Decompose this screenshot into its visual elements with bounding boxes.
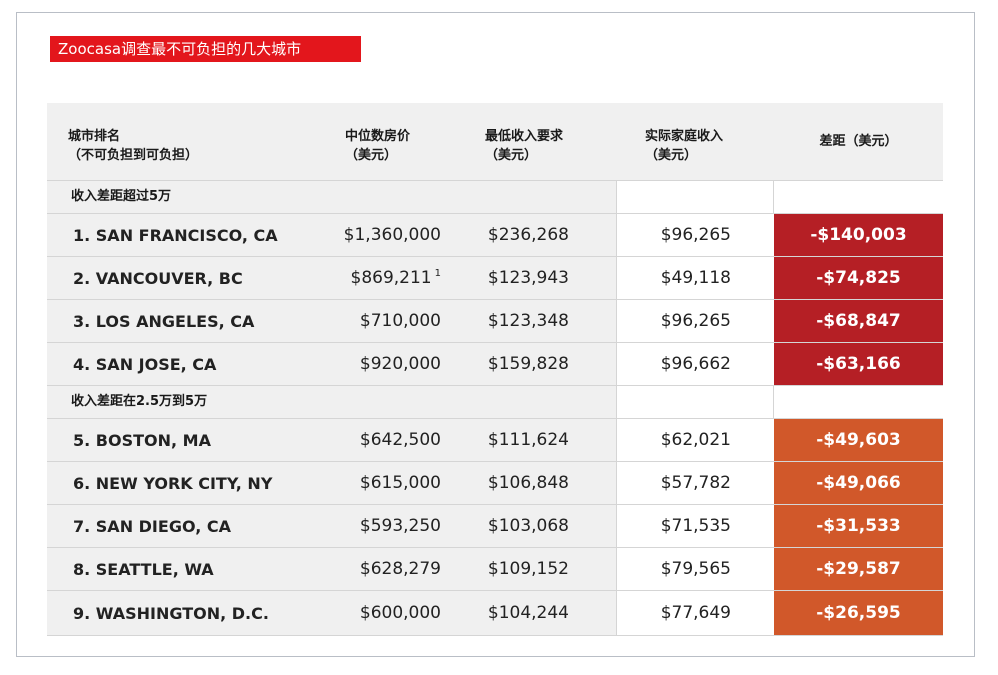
min-income: $159,828 <box>487 354 569 374</box>
row-mid-bg <box>616 462 774 504</box>
section-gap-blank <box>774 181 943 213</box>
median-price: $600,000 <box>360 591 441 635</box>
affordability-table: 城市排名 （不可负担到可负担） 中位数房价 （美元） 最低收入要求 （美元） 实… <box>47 103 943 636</box>
city-name: 8. SEATTLE, WA <box>73 559 214 579</box>
median-price: $869,211 1 <box>351 257 442 299</box>
median-price: $710,000 <box>360 300 441 342</box>
header-city: 城市排名 （不可负担到可负担） <box>68 129 199 163</box>
min-income: $123,943 <box>487 268 569 288</box>
table-row: 8. SEATTLE, WA $628,279 $109,152 $79,565 -$2… <box>47 548 943 591</box>
median-price: $615,000 <box>360 462 441 504</box>
row-mid-bg <box>616 257 774 299</box>
row-mid-bg <box>616 505 774 547</box>
actual-income: $49,118 <box>660 268 731 288</box>
median-price: $593,250 <box>360 505 441 547</box>
city-name: 6. NEW YORK CITY, NY <box>73 473 273 493</box>
table-row: 9. WASHINGTON, D.C. $600,000 $104,244 $77,6… <box>47 591 943 636</box>
gap-value: -$49,066 <box>774 462 943 504</box>
city-name: 9. WASHINGTON, D.C. <box>73 603 269 623</box>
title-banner: Zoocasa调查最不可负担的几大城市 <box>50 36 361 62</box>
city-name: 4. SAN JOSE, CA <box>73 354 217 374</box>
section-label: 收入差距在2.5万到5万 <box>71 394 208 409</box>
table-row: 5. BOSTON, MA $642,500 $111,624 $62,021 -$49… <box>47 419 943 462</box>
section-divider <box>616 386 774 418</box>
table-header: 城市排名 （不可负担到可负担） 中位数房价 （美元） 最低收入要求 （美元） 实… <box>47 103 943 181</box>
row-bg <box>47 300 616 342</box>
actual-income: $79,565 <box>660 559 731 579</box>
city-name: 3. LOS ANGELES, CA <box>73 311 255 331</box>
median-price: $1,360,000 <box>344 214 441 256</box>
min-income: $103,068 <box>487 516 569 536</box>
city-name: 7. SAN DIEGO, CA <box>73 516 231 536</box>
gap-value: -$49,603 <box>774 419 943 461</box>
median-price: $920,000 <box>360 343 441 385</box>
row-bg <box>47 257 616 299</box>
row-bg <box>47 343 616 385</box>
gap-value: -$68,847 <box>774 300 943 342</box>
table-row: 3. LOS ANGELES, CA $710,000 $123,348 $96,26… <box>47 300 943 343</box>
actual-income: $71,535 <box>660 516 731 536</box>
row-mid-bg <box>616 214 774 256</box>
median-price: $642,500 <box>360 419 441 461</box>
row-mid-bg <box>616 419 774 461</box>
actual-income: $96,662 <box>660 354 731 374</box>
section-header: 收入差距超过5万 <box>47 181 943 214</box>
table-row: 4. SAN JOSE, CA $920,000 $159,828 $96,662 -$… <box>47 343 943 386</box>
median-price-value: $642,500 <box>359 430 441 450</box>
city-name: 2. VANCOUVER, BC <box>73 268 243 288</box>
table-row: 6. NEW YORK CITY, NY $615,000 $106,848 $57,… <box>47 462 943 505</box>
row-bg <box>47 419 616 461</box>
actual-income: $96,265 <box>660 225 731 245</box>
median-price-value: $600,000 <box>359 603 441 623</box>
median-price-value: $920,000 <box>359 354 441 374</box>
header-min-income: 最低收入要求 （美元） <box>485 129 564 163</box>
min-income: $236,268 <box>487 225 569 245</box>
section-divider <box>616 181 774 213</box>
gap-value: -$31,533 <box>774 505 943 547</box>
row-bg <box>47 548 616 590</box>
actual-income: $62,021 <box>660 430 731 450</box>
gap-value: -$140,003 <box>774 214 943 256</box>
median-price-value: $628,279 <box>359 559 441 579</box>
section-label: 收入差距超过5万 <box>71 189 172 204</box>
row-bg <box>47 505 616 547</box>
median-price-value: $1,360,000 <box>343 225 441 245</box>
row-mid-bg <box>616 343 774 385</box>
header-actual-income: 实际家庭收入 （美元） <box>645 129 724 163</box>
min-income: $123,348 <box>487 311 569 331</box>
section-gap-blank <box>774 386 943 418</box>
gap-value: -$29,587 <box>774 548 943 590</box>
median-price-value: $593,250 <box>359 516 441 536</box>
section-header: 收入差距在2.5万到5万 <box>47 386 943 419</box>
gap-value: -$26,595 <box>774 591 943 635</box>
city-name: 1. SAN FRANCISCO, CA <box>73 225 278 245</box>
footnote-marker: 1 <box>434 268 441 279</box>
median-price-value: $710,000 <box>359 311 441 331</box>
actual-income: $77,649 <box>660 603 731 623</box>
actual-income: $57,782 <box>660 473 731 493</box>
header-median-price: 中位数房价 （美元） <box>345 129 411 163</box>
row-bg <box>47 214 616 256</box>
city-name: 5. BOSTON, MA <box>73 430 211 450</box>
row-mid-bg <box>616 300 774 342</box>
row-mid-bg <box>616 548 774 590</box>
median-price-value: $869,211 <box>350 268 432 288</box>
gap-value: -$63,166 <box>774 343 943 385</box>
min-income: $111,624 <box>487 430 569 450</box>
table-body: 收入差距超过5万 1. SAN FRANCISCO, CA $1,360,000 $2… <box>47 181 943 636</box>
table-row: 2. VANCOUVER, BC $869,211 1 $123,943 $49,118… <box>47 257 943 300</box>
gap-value: -$74,825 <box>774 257 943 299</box>
min-income: $106,848 <box>487 473 569 493</box>
header-gap: 差距（美元） <box>819 134 898 149</box>
table-row: 1. SAN FRANCISCO, CA $1,360,000 $236,268 $9… <box>47 214 943 257</box>
row-bg <box>47 462 616 504</box>
table-row: 7. SAN DIEGO, CA $593,250 $103,068 $71,535 -… <box>47 505 943 548</box>
row-mid-bg <box>616 591 774 635</box>
median-price-value: $615,000 <box>359 473 441 493</box>
median-price: $628,279 <box>360 548 441 590</box>
actual-income: $96,265 <box>660 311 731 331</box>
min-income: $109,152 <box>487 559 569 579</box>
min-income: $104,244 <box>487 603 569 623</box>
row-bg <box>47 591 616 635</box>
